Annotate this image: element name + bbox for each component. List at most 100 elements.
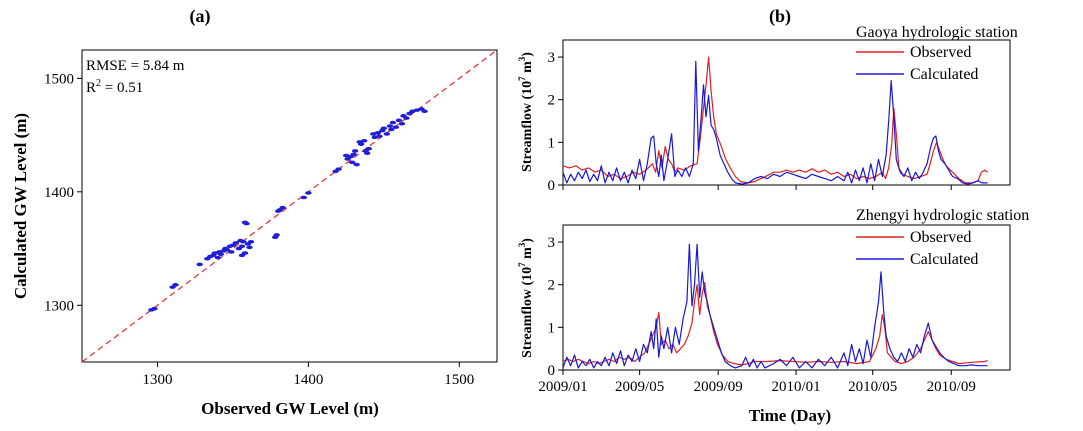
scatter-point (217, 252, 225, 257)
scatter-point (172, 283, 179, 287)
y-tick-label: 0 (548, 363, 556, 379)
scatter-point (388, 127, 395, 132)
scatter-point (421, 109, 428, 114)
scatter-point (273, 233, 280, 237)
scatter-point (238, 253, 246, 258)
scatter-point (386, 124, 394, 128)
gaoya-legend-observed: Observed (910, 44, 971, 61)
zhengyi-y-axis-label: Streamflow (107 m3) (517, 238, 535, 358)
gaoya-plot-frame (562, 39, 1011, 186)
rmse-annotation: RMSE = 5.84 m (86, 58, 185, 74)
scatter-point (361, 138, 368, 143)
scatter-point (374, 131, 381, 135)
gaoya-y-ticks: 0 1 2 3 (548, 50, 563, 194)
x-tick-label: 1300 (142, 372, 172, 388)
panel-a-label: (a) (190, 6, 211, 27)
scatter-x-ticks: 1300 1400 1500 (142, 362, 474, 388)
zhengyi-legend-calculated: Calculated (910, 251, 978, 268)
scatter-x-axis-label: Observed GW Level (m) (201, 399, 379, 418)
zhengyi-subplot: 0 1 2 3 2009/01 2009/05 2009/09 2010/01 2010/05… (538, 207, 1029, 395)
scatter-point (300, 195, 308, 200)
scatter-point (357, 142, 365, 146)
y-tick-label: 2 (548, 278, 556, 294)
scatter-plot-frame (81, 49, 498, 363)
x-tick-label: 1400 (293, 372, 323, 388)
y-tick-label: 1300 (44, 298, 74, 314)
scatter-points (148, 107, 428, 312)
scatter-point (246, 245, 253, 250)
scatter-point (365, 146, 372, 151)
calculated-line (562, 60, 988, 185)
gaoya-legend-calculated: Calculated (910, 66, 978, 83)
zhengyi-station-title: Zhengyi hydrologic station (856, 207, 1029, 224)
scatter-point (335, 167, 342, 171)
scatter-point (228, 250, 235, 254)
scatter-point (383, 132, 391, 136)
zhengyi-plot-frame (562, 224, 1011, 371)
calculated-line (562, 243, 988, 369)
one-to-one-line (81, 49, 498, 363)
zhengyi-x-ticks: 2009/01 2009/05 2009/09 2010/01 2010/05 2010/… (538, 370, 976, 395)
scatter-point (196, 262, 203, 267)
scatter-point (403, 116, 410, 120)
scatter-y-axis-label: Calculated GW Level (m) (11, 113, 30, 299)
y-label-prefix: Streamflow (10 (520, 267, 535, 358)
scatter-point (151, 306, 158, 311)
x-tick-label: 2010/01 (771, 379, 820, 395)
scatter-point (305, 191, 312, 195)
gaoya-x-ticks (562, 185, 952, 190)
scatter-point (240, 239, 247, 244)
x-tick-label: 2009/09 (694, 379, 743, 395)
scatter-point (238, 244, 246, 249)
observed-line (562, 282, 988, 366)
y-tick-label: 1400 (44, 185, 74, 201)
streamflow-panel: (b) 0 1 2 3 Gaoya hydrologic station Observ… (517, 6, 1029, 425)
scatter-point (351, 149, 359, 153)
y-tick-label: 1 (548, 320, 556, 336)
y-label-sup-1: 7 (517, 76, 527, 81)
scatter-y-ticks: 1300 1400 1500 (44, 71, 82, 314)
scatter-point (279, 205, 286, 210)
zhengyi-y-ticks: 0 1 2 3 (548, 235, 563, 379)
r2-prefix: R (86, 80, 96, 96)
y-tick-label: 1 (548, 135, 556, 151)
scatter-point (376, 134, 383, 139)
y-label-mid: m (520, 61, 535, 77)
panel-b-label: (b) (769, 6, 791, 27)
scatter-point (392, 125, 400, 129)
x-tick-label: 2009/01 (538, 379, 587, 395)
y-tick-label: 0 (548, 178, 556, 194)
r2-annotation: R2 = 0.51 (86, 78, 143, 96)
x-tick-label: 2009/05 (615, 379, 664, 395)
y-tick-label: 1500 (44, 71, 74, 87)
zhengyi-legend-observed: Observed (910, 229, 971, 246)
scatter-point (243, 221, 250, 226)
y-label-suffix: ) (520, 238, 535, 243)
y-tick-label: 2 (548, 93, 556, 109)
scatter-point (223, 247, 231, 252)
gaoya-y-axis-label: Streamflow (107 m3) (517, 52, 535, 172)
y-label-sup-2: 3 (517, 242, 527, 247)
r2-value: = 0.51 (101, 80, 143, 96)
y-label-sup-1: 7 (517, 262, 527, 267)
gaoya-series-lines (562, 56, 988, 185)
scatter-point (380, 126, 388, 131)
y-label-suffix: ) (520, 52, 535, 57)
scatter-point (247, 239, 255, 244)
gaoya-subplot: 0 1 2 3 Gaoya hydrologic station Observed C… (548, 24, 1018, 194)
scatter-point (274, 209, 282, 213)
observed-line (562, 56, 988, 184)
scatter-point (348, 160, 356, 165)
scatter-panel: (a) 1300 1400 1500 1300 1400 1500 RMSE = 5.8… (11, 6, 498, 418)
r2-sup: 2 (96, 78, 101, 89)
scatter-point (364, 151, 371, 156)
x-tick-label: 2010/09 (927, 379, 976, 395)
y-label-mid: m (520, 247, 535, 263)
y-label-prefix: Streamflow (10 (520, 81, 535, 172)
scatter-point (395, 118, 403, 123)
scatter-point (353, 162, 360, 167)
y-label-sup-2: 3 (517, 56, 527, 61)
gaoya-station-title: Gaoya hydrologic station (856, 24, 1018, 41)
scatter-point (389, 120, 397, 125)
